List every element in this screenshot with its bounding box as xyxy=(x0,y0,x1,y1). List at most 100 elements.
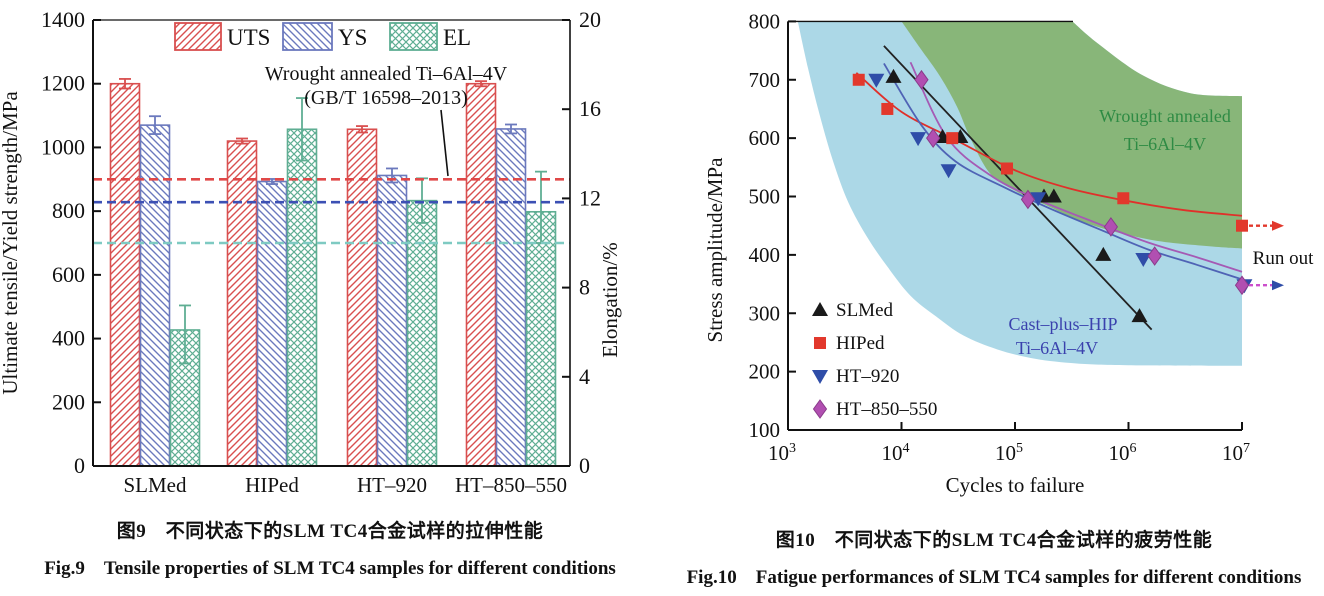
data-point xyxy=(1117,192,1130,205)
region-0-label-line1: Cast–plus–HIP xyxy=(1008,314,1117,334)
right-tick-label: 16 xyxy=(579,96,601,121)
right-tick-label: 4 xyxy=(579,364,590,389)
bar-el-3 xyxy=(525,210,557,467)
legend-label-0: SLMed xyxy=(836,300,894,321)
data-point xyxy=(1095,246,1112,261)
legend-label-uts: UTS xyxy=(227,25,270,50)
runout-point xyxy=(1234,275,1250,296)
series-ht-850-550 xyxy=(914,69,1250,296)
category-label-1: HIPed xyxy=(245,473,299,497)
x-tick-label: 106 xyxy=(1109,441,1137,465)
legend-label-3: HT–850–550 xyxy=(836,399,937,420)
annotation-leader-line xyxy=(440,109,449,177)
fatigue-scatter-chart: 100 200 300 400 500 600 700 800 103 104 105 106 107 S… xyxy=(703,9,1314,497)
category-label-2: HT–920 xyxy=(357,473,427,497)
y-axis-title: Stress amplitude/MPa xyxy=(703,157,727,343)
x-tick-label: 107 xyxy=(1222,441,1250,465)
fig9-caption-zh: 图9 不同状态下的SLM TC4合金试样的拉伸性能 xyxy=(116,521,544,542)
data-point xyxy=(1147,246,1162,266)
data-point xyxy=(1000,162,1013,175)
bar-ys-0 xyxy=(139,124,171,467)
region-0-label-line2: Ti–6Al–4V xyxy=(1016,338,1098,358)
left-tick-label: 600 xyxy=(52,262,85,287)
legend-swatch-el xyxy=(389,22,438,51)
annotation-line2: (GB/T 16598–2013) xyxy=(304,87,468,109)
category-label-0: SLMed xyxy=(124,473,188,497)
legend-marker-0 xyxy=(812,302,828,316)
bar-groups xyxy=(109,78,557,467)
data-point xyxy=(910,132,927,147)
data-point xyxy=(1045,188,1062,203)
y-tick-label: 800 xyxy=(749,9,781,33)
fit-curve-ht-920 xyxy=(883,62,1243,281)
x-axis-title: Cycles to failure xyxy=(946,473,1085,497)
region-1-label-line2: Ti–6Al–4V xyxy=(1124,134,1206,154)
annotation-line1: Wrought annealed Ti–6Al–4V xyxy=(265,63,508,85)
fit-curve-slmed xyxy=(883,45,1153,331)
left-tick-label: 200 xyxy=(52,389,85,414)
bar-ys-1 xyxy=(256,180,288,467)
bar-uts-0 xyxy=(109,82,141,467)
tensile-bar-chart: 0 200 400 600 800 1000 1200 1400 0 4 8 12 16 20 SLMed H… xyxy=(0,7,622,497)
error-bar xyxy=(236,137,248,145)
error-bar xyxy=(296,97,308,162)
right-tick-label: 20 xyxy=(579,7,601,32)
legend: UTS YS EL xyxy=(174,22,471,51)
data-point xyxy=(1020,189,1036,210)
right-axis-title: Elongation/% xyxy=(598,242,622,357)
right-tick-label: 8 xyxy=(579,275,590,300)
runout-label: Run out xyxy=(1253,248,1314,269)
region-1 xyxy=(901,21,1242,249)
data-point xyxy=(1030,192,1047,207)
fit-curve-hiped xyxy=(855,72,1243,217)
x-tick-label: 105 xyxy=(995,441,1023,465)
left-tick-label: 800 xyxy=(52,198,85,223)
y-tick-label: 200 xyxy=(749,360,781,384)
runout-arrow-ht-head xyxy=(1272,280,1284,291)
y-tick-label: 100 xyxy=(749,418,781,442)
legend-swatch-uts xyxy=(174,22,222,51)
legend-swatch-ys xyxy=(282,22,333,51)
bar-uts-2 xyxy=(346,128,378,467)
left-tick-label: 1400 xyxy=(41,7,85,32)
fig9-caption-en: Fig.9 Tensile properties of SLM TC4 samp… xyxy=(44,558,616,579)
legend-label-ys: YS xyxy=(338,25,367,50)
data-point xyxy=(881,102,894,115)
y-tick-label: 500 xyxy=(749,185,781,209)
right-tick-label: 12 xyxy=(579,185,601,210)
error-bar xyxy=(505,123,517,135)
left-tick-label: 400 xyxy=(52,326,85,351)
data-point xyxy=(1103,217,1119,237)
error-bar xyxy=(179,304,191,365)
runout-arrow-hiped-head xyxy=(1272,220,1284,231)
bar-uts-1 xyxy=(226,140,258,467)
fig10-caption-en: Fig.10 Fatigue performances of SLM TC4 s… xyxy=(686,567,1302,588)
data-point xyxy=(885,68,902,83)
data-point xyxy=(1135,252,1152,267)
axes-frame xyxy=(92,19,571,467)
left-axis-title: Ultimate tensile/Yield strength/MPa xyxy=(0,91,22,395)
error-bar xyxy=(149,115,161,135)
y-tick-label: 700 xyxy=(749,68,781,92)
y-tick-label: 300 xyxy=(749,301,781,325)
legend-label-el: EL xyxy=(443,25,471,50)
bar-ys-2 xyxy=(376,174,408,467)
data-point xyxy=(868,73,885,88)
left-tick-label: 1000 xyxy=(41,134,85,159)
series-hiped xyxy=(852,73,1248,232)
data-point xyxy=(926,128,941,148)
data-point xyxy=(914,69,929,90)
legend-marker-3 xyxy=(812,399,828,419)
data-point xyxy=(1131,308,1148,323)
bar-ys-3 xyxy=(495,128,527,467)
x-tick-label: 104 xyxy=(882,441,910,465)
bar-uts-3 xyxy=(465,82,497,467)
fig10-caption-zh: 图10 不同状态下的SLM TC4合金试样的疲劳性能 xyxy=(775,530,1213,551)
legend-marker-1 xyxy=(814,337,826,349)
data-point xyxy=(852,73,865,86)
y-tick-label: 400 xyxy=(749,243,781,267)
error-bar xyxy=(119,78,131,90)
bar-el-2 xyxy=(406,199,438,467)
left-tick-label: 0 xyxy=(74,453,85,478)
